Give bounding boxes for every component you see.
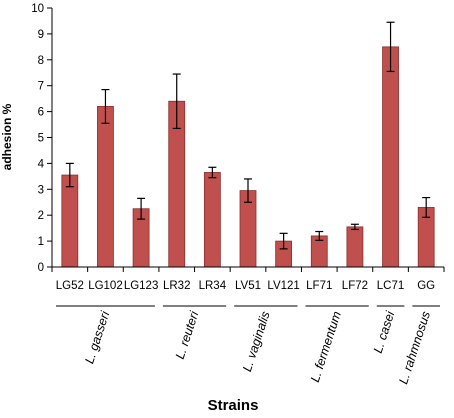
y-tick-label: 0 [38, 262, 44, 274]
category-label-lg52: LG52 [56, 280, 84, 292]
category-label-lr32: LR32 [163, 280, 191, 292]
category-label-lg123: LG123 [124, 280, 159, 292]
category-label-lv121: LV121 [267, 280, 299, 292]
bar-lf72 [346, 226, 364, 268]
group-label: L. fermentum [308, 310, 344, 384]
y-tick-label: 7 [38, 81, 44, 93]
y-tick-label: 2 [38, 210, 44, 222]
x-axis-title: Strains [208, 397, 259, 414]
bar-lc71 [382, 46, 399, 268]
y-tick-label: 4 [38, 158, 45, 170]
x-axis-ticks [51, 267, 445, 272]
y-axis-title: adhesion % [0, 103, 14, 170]
group-label: L. casei [371, 308, 398, 354]
category-label-lc71: LC71 [377, 280, 405, 292]
y-tick-label: 10 [31, 3, 44, 15]
y-tick-label: 3 [38, 184, 44, 196]
strain-group-labels: L. gasseri L. reuteri L. vaginalis L. ferme… [56, 305, 440, 386]
category-label-lv51: LV51 [235, 280, 261, 292]
category-label-lf71: LF71 [306, 280, 332, 292]
category-label-lg102: LG102 [88, 280, 123, 292]
category-label-gg: GG [417, 280, 435, 292]
y-axis-ticks: 0 1 2 3 4 5 6 7 8 9 10 [31, 3, 52, 274]
bar-lg102 [97, 106, 114, 268]
bar-lr34 [203, 172, 221, 268]
y-tick-label: 8 [38, 55, 44, 67]
group-label: L. rahmnosus [396, 310, 433, 386]
bar-lg52 [61, 174, 79, 268]
group-label: L. vaginalis [240, 310, 273, 374]
category-label-lr34: LR34 [199, 280, 227, 292]
group-label: L. reuteri [173, 308, 202, 360]
error-bars [65, 21, 431, 250]
group-label: L. gasseri [82, 308, 112, 365]
y-tick-label: 1 [38, 236, 44, 248]
y-tick-label: 5 [38, 133, 44, 145]
y-tick-label: 9 [38, 29, 44, 41]
category-label-lf72: LF72 [342, 280, 368, 292]
y-tick-label: 6 [38, 107, 44, 119]
bars [61, 46, 435, 268]
x-axis-category-labels: LG52 LG102 LG123 LR32 LR34 LV51 LV121 LF71 LF72 L… [56, 280, 435, 292]
